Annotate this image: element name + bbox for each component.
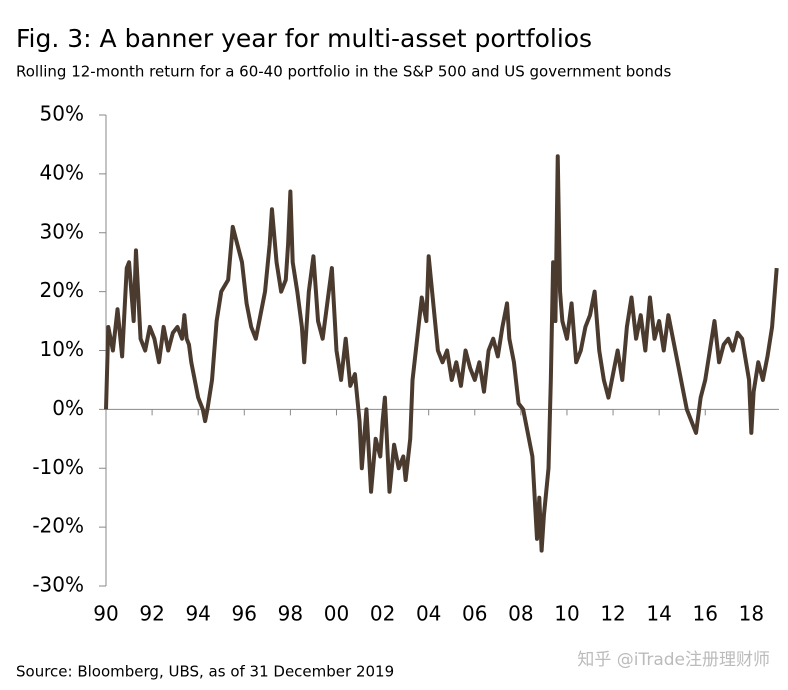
y-tick-label: 30% — [40, 219, 84, 243]
x-tick-label: 12 — [600, 602, 625, 626]
y-tick-label: 40% — [40, 160, 84, 184]
series-line — [104, 154, 779, 553]
x-tick-label: 02 — [370, 602, 395, 626]
y-tick-label: 0% — [52, 396, 84, 420]
x-tick-label: 10 — [554, 602, 579, 626]
x-tick-label: 92 — [139, 602, 164, 626]
y-tick-label: -20% — [32, 514, 84, 538]
y-tick-label: -30% — [32, 573, 84, 597]
x-tick-label: 96 — [232, 602, 257, 626]
x-tick-label: 18 — [739, 602, 764, 626]
chart-subtitle: Rolling 12-month return for a 60-40 port… — [16, 63, 671, 81]
x-tick-label: 98 — [278, 602, 303, 626]
x-tick-label: 04 — [416, 602, 441, 626]
x-tick-label: 16 — [693, 602, 718, 626]
y-tick-label: 10% — [40, 337, 84, 361]
x-tick-label: 00 — [324, 602, 349, 626]
x-tick-label: 94 — [185, 602, 210, 626]
watermark: 知乎 @iTrade注册理财师 — [577, 650, 770, 670]
y-tick-label: 20% — [40, 278, 84, 302]
x-tick-label: 08 — [508, 602, 533, 626]
x-tick-label: 90 — [93, 602, 118, 626]
chart-title: Fig. 3: A banner year for multi-asset po… — [16, 24, 592, 53]
x-tick-label: 14 — [646, 602, 671, 626]
y-tick-label: 50% — [40, 102, 84, 126]
x-tick-label: 06 — [462, 602, 487, 626]
source: Source: Bloomberg, UBS, as of 31 Decembe… — [16, 663, 394, 681]
y-tick-label: -10% — [32, 455, 84, 479]
